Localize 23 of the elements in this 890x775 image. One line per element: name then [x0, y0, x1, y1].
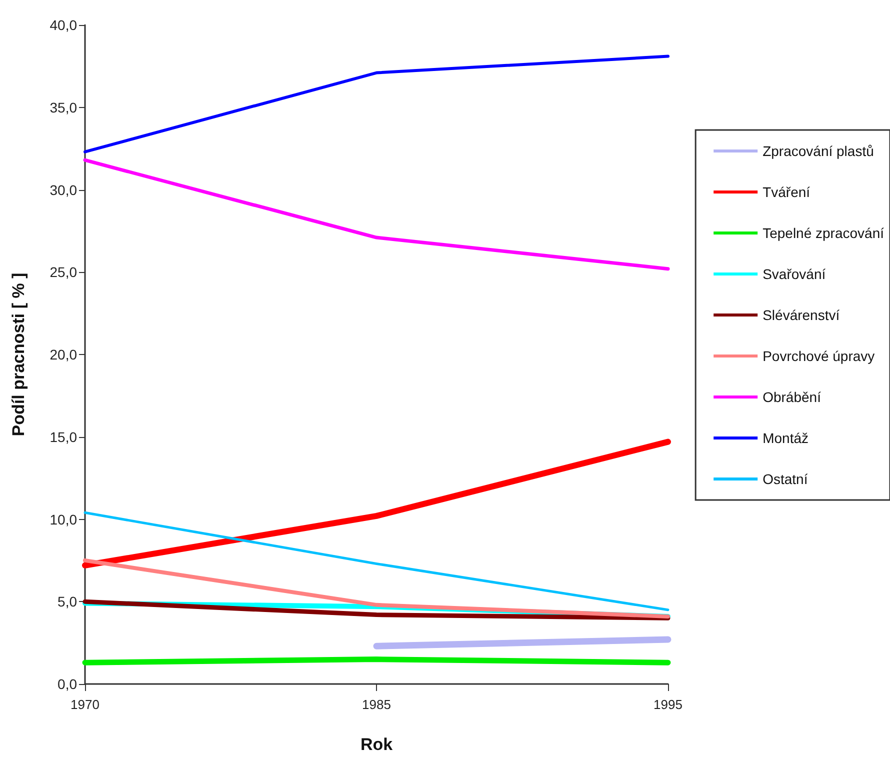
x-tick-label: 1985 [362, 697, 391, 712]
y-tick-label: 20,0 [50, 346, 78, 362]
legend-label: Zpracování plastů [762, 143, 874, 159]
legend-label: Slévárenství [762, 307, 840, 323]
y-tick-label: 40,0 [50, 17, 78, 33]
y-tick-label: 0,0 [58, 676, 78, 692]
y-tick-label: 30,0 [50, 182, 78, 198]
y-tick-label: 25,0 [50, 264, 78, 280]
y-tick-label: 35,0 [50, 99, 78, 116]
x-tick-label: 1970 [70, 697, 100, 712]
x-tick-label: 1995 [654, 697, 682, 712]
x-axis-title: Rok [360, 735, 394, 754]
y-axis-title: Podíl pracnosti [ % ] [9, 272, 28, 436]
y-tick-label: 5,0 [58, 594, 78, 610]
legend-label: Tepelné zpracování [762, 225, 884, 241]
legend-label: Ostatní [762, 471, 808, 487]
legend-label: Svařování [762, 266, 826, 282]
legend-label: Montáž [762, 430, 809, 446]
legend-label: Tváření [762, 184, 810, 200]
legend-label: Obrábění [762, 389, 822, 405]
y-tick-label: 10,0 [50, 511, 78, 528]
y-tick-label: 15,0 [50, 428, 78, 445]
legend-label: Povrchové úpravy [762, 348, 875, 364]
